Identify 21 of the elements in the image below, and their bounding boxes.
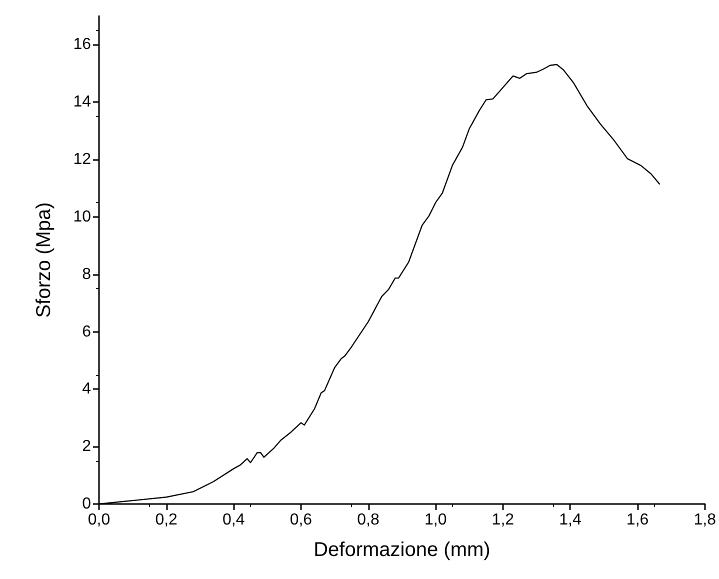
x-tick-label: 1,6 [626, 512, 649, 528]
y-tick-label: 14 [73, 94, 92, 111]
x-tick-label: 1,2 [492, 512, 514, 528]
x-axis-title: Deformazione (mm) [314, 539, 490, 561]
y-tick-label: 2 [82, 438, 92, 456]
x-tick-label: 0,4 [222, 512, 245, 528]
x-tick-label: 0,2 [155, 512, 178, 528]
x-tick-label: 1,8 [694, 512, 716, 528]
y-tick-label: 4 [82, 380, 92, 398]
y-tick-label: 8 [82, 266, 92, 283]
y-tick-label: 0 [82, 496, 92, 512]
x-tick-label: 0,0 [88, 512, 110, 528]
x-tick-label: 1,4 [559, 512, 582, 528]
y-tick-label: 12 [73, 151, 92, 168]
y-axis-title: Sforzo (Mpa) [33, 202, 55, 318]
x-tick-label: 1,0 [424, 512, 447, 528]
x-tick-label: 0,8 [357, 512, 380, 528]
x-tick-label: 0,6 [290, 512, 312, 528]
y-tick-label: 10 [73, 208, 92, 226]
y-tick-label: 16 [73, 36, 92, 54]
y-tick-label: 6 [82, 323, 92, 340]
